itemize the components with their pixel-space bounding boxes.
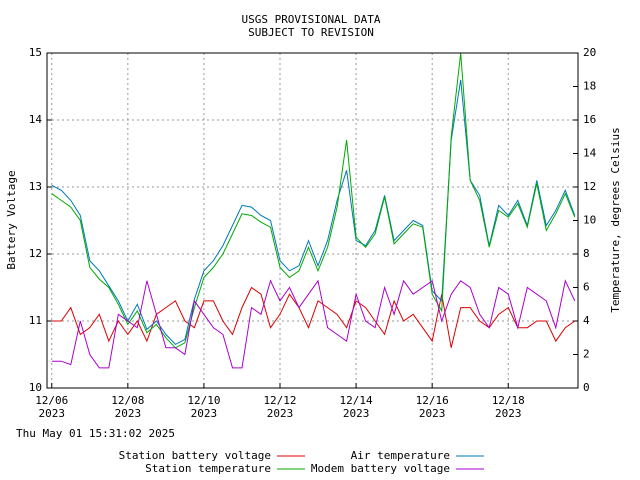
y2-tick-label: 20 xyxy=(583,46,596,59)
y2-tick-label: 4 xyxy=(583,314,590,327)
y2-tick-label: 16 xyxy=(583,113,596,126)
y-tick-label: 13 xyxy=(29,180,42,193)
legend-label: Station temperature xyxy=(145,462,271,475)
x-tick-label: 12/12 2023 xyxy=(263,394,296,420)
y2-tick-label: 6 xyxy=(583,281,590,294)
y2-tick-label: 10 xyxy=(583,214,596,227)
y-tick-label: 10 xyxy=(29,381,42,394)
y2-tick-label: 12 xyxy=(583,180,596,193)
timestamp: Thu May 01 15:31:02 2025 xyxy=(16,427,175,440)
y-axis-label: Battery Voltage xyxy=(5,170,18,269)
plot-frame xyxy=(46,52,579,389)
x-tick-label: 12/08 2023 xyxy=(111,394,144,420)
series-line xyxy=(51,52,576,349)
y-tick-label: 11 xyxy=(29,314,42,327)
legend-label: Modem battery voltage xyxy=(311,462,450,475)
x-tick-label: 12/14 2023 xyxy=(340,394,373,420)
legend-label: Air temperature xyxy=(351,449,450,462)
y2-tick-label: 8 xyxy=(583,247,590,260)
x-tick-label: 12/10 2023 xyxy=(187,394,220,420)
series-line xyxy=(51,279,576,369)
y2-tick-label: 0 xyxy=(583,381,590,394)
y-tick-label: 12 xyxy=(29,247,42,260)
chart-subtitle: SUBJECT TO REVISION xyxy=(248,26,374,39)
y2-tick-label: 14 xyxy=(583,147,597,160)
x-tick-label: 12/18 2023 xyxy=(492,394,525,420)
y-tick-label: 15 xyxy=(29,46,42,59)
chart-title: USGS PROVISIONAL DATA xyxy=(241,13,380,26)
y2-tick-label: 2 xyxy=(583,348,590,361)
x-tick-label: 12/16 2023 xyxy=(416,394,449,420)
legend-label: Station battery voltage xyxy=(119,449,271,462)
x-tick-label: 12/06 2023 xyxy=(35,394,68,420)
series-line xyxy=(51,286,576,348)
y2-tick-label: 18 xyxy=(583,80,596,93)
y-tick-label: 14 xyxy=(29,113,43,126)
y2-axis-label: Temperature, degrees Celsius xyxy=(609,127,622,312)
